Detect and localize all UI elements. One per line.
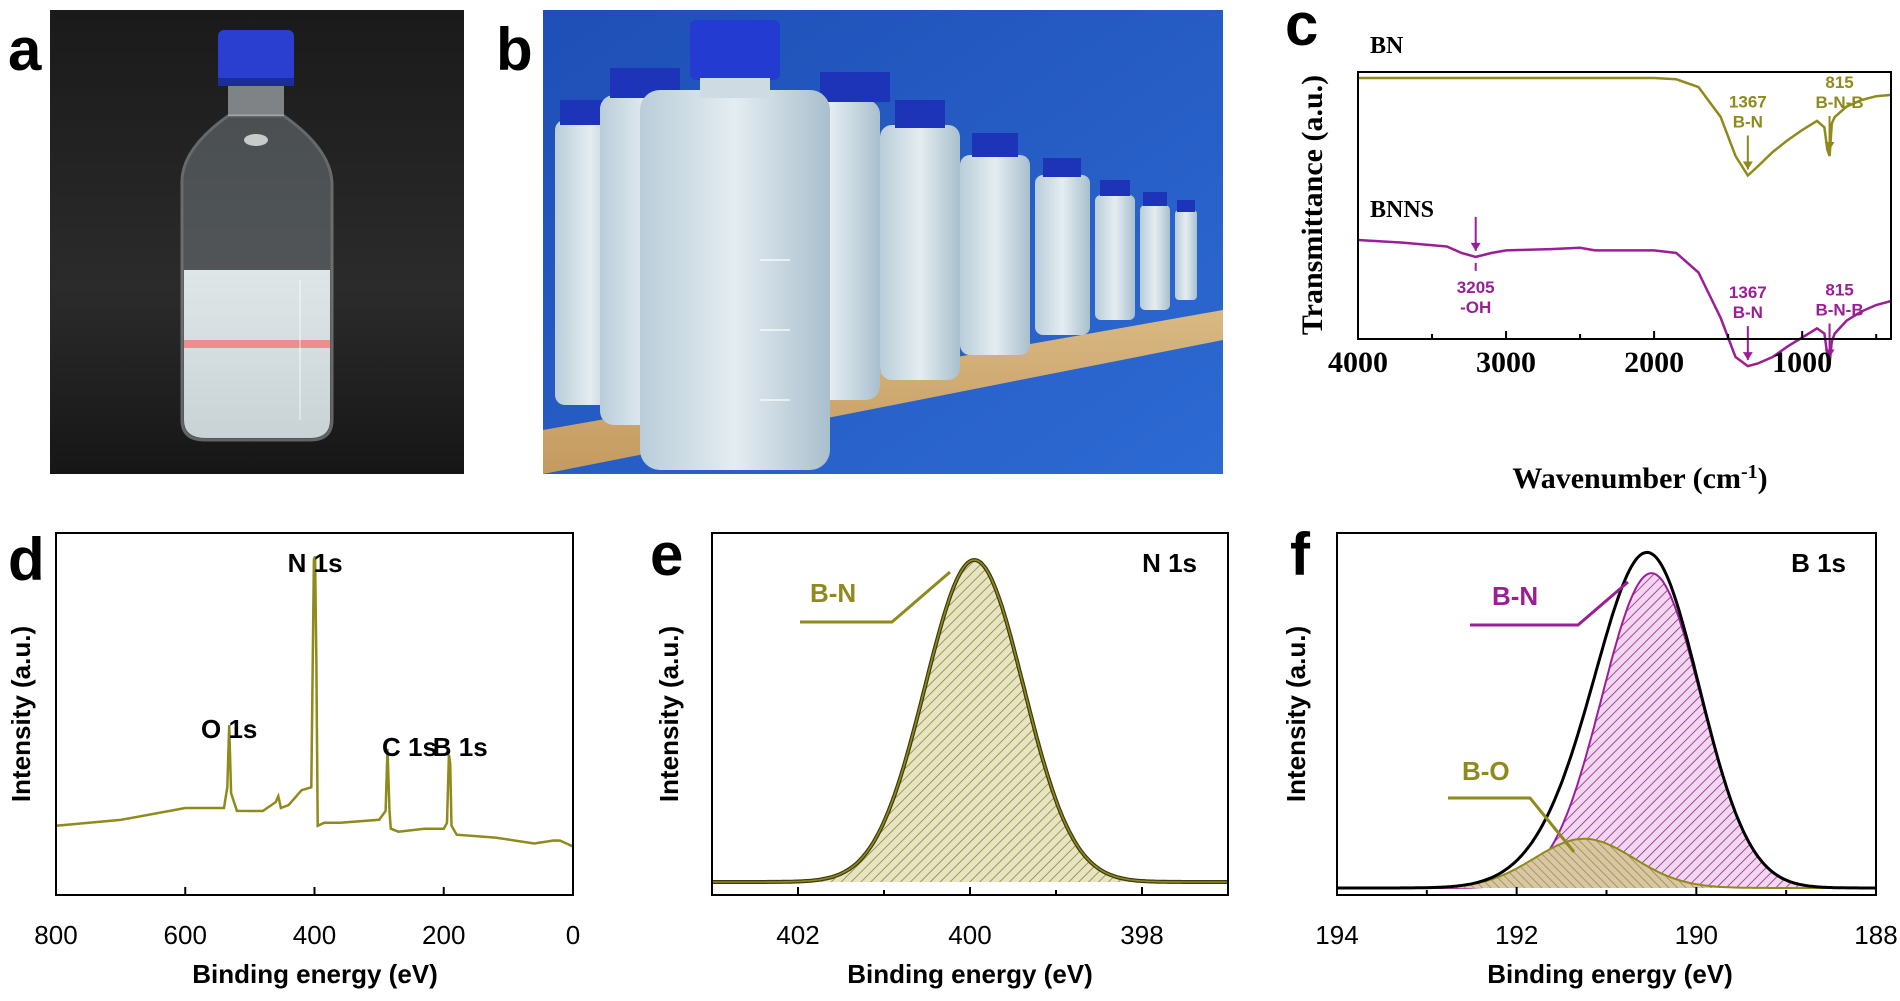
panel-label-b: b	[496, 16, 533, 83]
panel-label-f: f	[1290, 521, 1311, 588]
leader-f-bn	[1470, 580, 1629, 627]
fit-area-bo	[1337, 838, 1876, 888]
y-axis-title-d: Intensity (a.u.)	[6, 626, 36, 802]
annotation-label: 815	[1825, 73, 1853, 92]
arrow-head	[1470, 242, 1481, 251]
plot-c-xticks: 4000 3000 2000 1000	[1328, 331, 1878, 379]
peak-label: C 1s	[382, 732, 437, 762]
panel-b	[543, 10, 1223, 474]
fit-area-bn	[1337, 573, 1876, 888]
y-axis-title-e: Intensity (a.u.)	[654, 626, 684, 802]
panel-e: 402 400 398 N 1s B-N Binding energy (eV) I…	[654, 532, 1229, 989]
annotation-label: 1367	[1729, 283, 1767, 302]
peak-label-e-bn: B-N	[810, 578, 856, 608]
tick-label: 3000	[1476, 346, 1536, 379]
series-line-bn	[1358, 76, 1892, 178]
plot-e-title: N 1s	[1142, 548, 1197, 578]
tick-label: 402	[776, 920, 819, 950]
peak-label: O 1s	[201, 714, 257, 744]
bottle-photo	[180, 30, 334, 442]
x-axis-title-c: Wavenumber (cm-1)	[1512, 461, 1767, 495]
y-axis-title-c: Transmittance (a.u.)	[1296, 75, 1329, 335]
plot-d-annotations: N 1s O 1s C 1sB 1s	[201, 548, 488, 762]
tick-label: 188	[1854, 920, 1897, 950]
leader-e-bn	[800, 570, 951, 624]
bottle-row-photo	[555, 20, 1197, 470]
x-axis-title-e: Binding energy (eV)	[847, 959, 1093, 989]
annotation-label: B-N	[1733, 303, 1763, 322]
tick-label: 0	[566, 920, 580, 950]
x-axis-title-f: Binding energy (eV)	[1487, 959, 1733, 989]
y-axis-title-f: Intensity (a.u.)	[1281, 626, 1311, 802]
annotation-label: B-N	[1733, 113, 1763, 132]
tick-label: 400	[293, 920, 336, 950]
panel-label-a: a	[8, 16, 42, 83]
plot-d-curve	[55, 556, 574, 848]
tick-label: 190	[1675, 920, 1718, 950]
plot-f-curves	[1337, 550, 1876, 890]
arrow-head	[1742, 352, 1753, 361]
fit-area-bn	[712, 560, 1228, 882]
peak-label-f-bn: B-N	[1492, 581, 1538, 611]
series-line-bnns	[1357, 238, 1892, 368]
panel-a	[50, 10, 464, 474]
peak-label-f-bo: B-O	[1462, 756, 1510, 786]
series-label-bnns: BNNS	[1370, 197, 1434, 223]
annotation-label: B-N-B	[1815, 301, 1863, 320]
plot-f-xticks: 194 192 190 188	[1315, 887, 1898, 950]
annotation-label: B-N-B	[1815, 93, 1863, 112]
plot-c-curves	[1357, 76, 1892, 368]
fit-line-bn	[712, 559, 1228, 883]
tick-label: 398	[1120, 920, 1163, 950]
peak-label: B 1s	[433, 732, 488, 762]
annotation-label: 3205	[1457, 278, 1495, 297]
plot-d-xticks: 800 600 400 200 0	[34, 887, 580, 950]
tick-label: 1000	[1772, 346, 1832, 379]
tick-label: 600	[164, 920, 207, 950]
panel-label-e: e	[650, 521, 683, 588]
panel-label-d: d	[8, 526, 45, 593]
arrow-head	[1742, 161, 1753, 170]
tick-label: 4000	[1328, 346, 1388, 379]
tick-label: 400	[948, 920, 991, 950]
tick-label: 2000	[1624, 346, 1684, 379]
survey-spectrum	[55, 556, 574, 848]
leader-f-bo	[1448, 796, 1576, 853]
tick-label: 200	[422, 920, 465, 950]
tick-label: 800	[34, 920, 77, 950]
arrow-head	[1824, 349, 1835, 358]
envelope-line	[1337, 550, 1876, 890]
panel-label-c: c	[1285, 0, 1318, 58]
panel-d: 800 600 400 200 0 N 1s O 1s C 1sB 1s Binding e…	[6, 532, 580, 989]
tick-label: 194	[1315, 920, 1358, 950]
plot-f-title: B 1s	[1791, 548, 1846, 578]
series-label-bn: BN	[1370, 33, 1404, 59]
plot-e-curves	[712, 557, 1228, 884]
annotation-label: 815	[1825, 281, 1853, 300]
annotation-label: 1367	[1729, 93, 1767, 112]
arrow-head	[1824, 142, 1835, 150]
x-axis-title-d: Binding energy (eV)	[192, 959, 438, 989]
panel-f: 194 192 190 188 B 1s B-N B-O Binding energy…	[1281, 532, 1898, 989]
tick-label: 192	[1495, 920, 1538, 950]
annotation-label: -OH	[1460, 298, 1491, 317]
plot-c-frame	[1357, 71, 1892, 340]
peak-label: N 1s	[288, 548, 343, 578]
plot-e-xticks: 402 400 398	[776, 887, 1164, 950]
